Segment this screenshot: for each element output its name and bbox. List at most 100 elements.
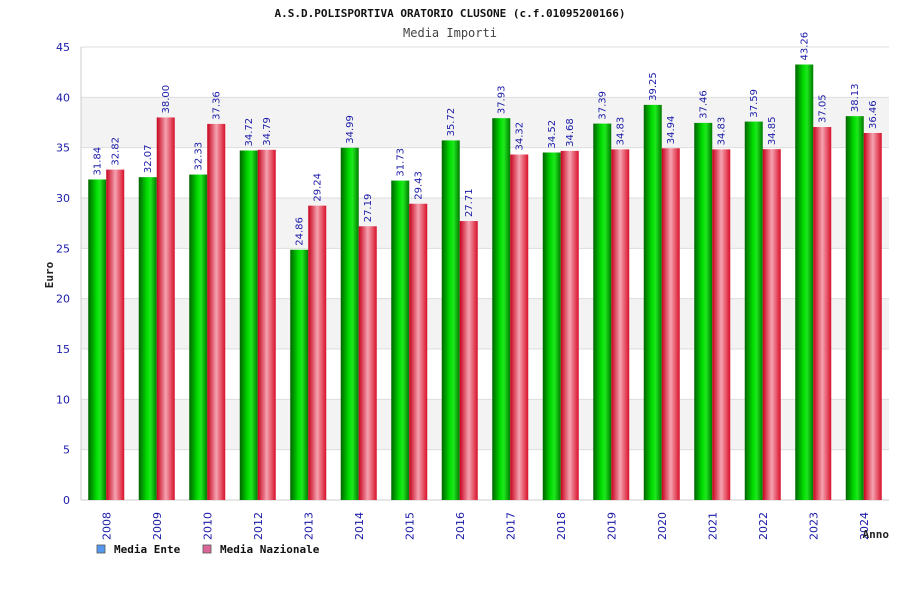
legend-swatch-media-nazionale: [202, 544, 212, 554]
data-label: 34.85: [767, 117, 778, 146]
y-tick-label: 25: [56, 242, 70, 255]
data-label: 34.32: [515, 122, 526, 151]
data-label: 39.25: [648, 72, 659, 101]
data-label: 34.68: [565, 118, 576, 147]
y-tick-label: 40: [56, 91, 70, 104]
bar: [391, 180, 410, 501]
bar: [863, 132, 882, 500]
bar: [845, 116, 864, 501]
x-tick-label: 2016: [454, 512, 467, 540]
bar: [694, 122, 713, 501]
bar: [762, 149, 781, 500]
data-label: 34.94: [666, 116, 677, 145]
y-tick-label: 30: [56, 192, 70, 205]
legend-label-media-nazionale: Media Nazionale: [220, 543, 320, 556]
bar: [560, 150, 579, 500]
data-label: 32.82: [111, 137, 122, 166]
x-tick-label: 2018: [555, 512, 568, 540]
bar: [510, 154, 529, 500]
data-label: 29.24: [313, 173, 324, 202]
data-label: 32.07: [143, 145, 154, 174]
x-tick-label: 2015: [403, 512, 416, 540]
data-label: 36.46: [868, 100, 879, 129]
y-tick-label: 35: [56, 142, 70, 155]
bars-group: [88, 64, 882, 501]
data-label: 27.71: [464, 188, 475, 217]
data-label: 43.26: [800, 32, 811, 61]
data-label: 37.93: [497, 86, 508, 115]
legend-label-media-ente: Media Ente: [114, 543, 181, 556]
x-axis-label: Anno: [863, 528, 890, 541]
data-label: 27.19: [363, 194, 374, 223]
x-tick-label: 2009: [151, 512, 164, 540]
bar: [88, 179, 107, 500]
y-tick-label: 5: [63, 444, 70, 457]
bar: [813, 127, 832, 500]
bar: [156, 117, 175, 500]
y-tick-label: 20: [56, 293, 70, 306]
y-tick-labels: 0 5 10 15 20 25 30 35 40 45: [56, 41, 70, 507]
y-tick-label: 0: [63, 494, 70, 507]
bar: [138, 177, 157, 501]
data-label: 37.46: [699, 90, 710, 119]
data-label: 35.72: [446, 108, 457, 137]
x-tick-label: 2014: [353, 512, 366, 540]
x-tick-label: 2021: [706, 512, 719, 540]
bar: [106, 169, 125, 500]
data-label: 32.33: [194, 142, 205, 171]
legend-swatch-media-ente: [96, 544, 106, 554]
x-tick-label: 2017: [504, 512, 517, 540]
data-label: 38.00: [161, 85, 172, 114]
bar: [340, 147, 359, 500]
bar: [459, 221, 478, 500]
data-label: 37.36: [212, 91, 223, 120]
bar: [290, 249, 309, 500]
value-labels-group: 31.84 32.82 32.07 38.00 32.33 37.36 34.72 34.79…: [93, 32, 880, 246]
data-label: 24.86: [295, 217, 306, 246]
x-tick-label: 2010: [201, 512, 214, 540]
data-label: 31.73: [396, 148, 407, 177]
data-label: 37.59: [749, 89, 760, 118]
data-label: 29.43: [414, 171, 425, 200]
x-tick-label: 2012: [252, 512, 265, 540]
legend: Media Ente Media Nazionale: [96, 543, 320, 556]
chart-title: A.S.D.POLISPORTIVA ORATORIO CLUSONE (c.f…: [275, 7, 626, 20]
data-label: 37.39: [598, 91, 609, 120]
x-tick-labels: 2008 2009 2010 2012 2013 2014 2015 2016 2017 2018…: [100, 512, 871, 540]
y-tick-label: 10: [56, 393, 70, 406]
x-tick-label: 2024: [858, 512, 871, 540]
chart-subtitle: Media Importi: [403, 26, 497, 40]
bar: [492, 118, 511, 501]
bar: [744, 121, 763, 501]
y-tick-label: 15: [56, 343, 70, 356]
data-label: 34.83: [717, 117, 728, 146]
data-label: 37.05: [818, 94, 829, 123]
data-label: 38.13: [850, 84, 861, 113]
x-tick-label: 2020: [656, 512, 669, 540]
bar: [643, 104, 662, 500]
y-tick-label: 45: [56, 41, 70, 54]
bar: [542, 152, 561, 501]
x-tick-label: 2023: [807, 512, 820, 540]
bar: [257, 149, 276, 500]
bar: [239, 150, 258, 500]
x-tick-label: 2019: [605, 512, 618, 540]
data-label: 31.84: [93, 147, 104, 176]
bar: [593, 123, 612, 500]
data-label: 34.79: [262, 117, 273, 146]
data-label: 34.99: [345, 115, 356, 144]
bar: [358, 226, 377, 500]
y-axis-label: Euro: [43, 261, 56, 288]
x-tick-label: 2013: [302, 512, 315, 540]
bar: [409, 203, 428, 500]
data-label: 34.72: [244, 118, 255, 147]
x-tick-label: 2022: [757, 512, 770, 540]
bar: [441, 140, 460, 500]
bar: [795, 64, 814, 501]
x-tick-label: 2008: [100, 512, 113, 540]
bar: [661, 148, 680, 500]
bar: [611, 149, 630, 501]
bar: [712, 149, 731, 501]
data-label: 34.83: [616, 117, 627, 146]
